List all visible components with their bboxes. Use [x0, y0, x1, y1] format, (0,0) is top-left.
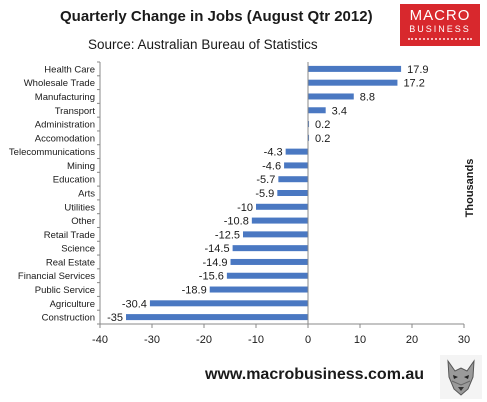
x-tick-label: 0: [305, 334, 311, 346]
bar: [251, 217, 308, 224]
category-label: Science: [61, 244, 95, 255]
data-label: -14.5: [205, 243, 230, 255]
chart-title: Quarterly Change in Jobs (August Qtr 201…: [60, 8, 373, 25]
x-tick-label: -40: [92, 334, 108, 346]
data-label: -30.4: [122, 298, 147, 310]
bar: [284, 162, 308, 169]
data-label: -10: [237, 202, 253, 214]
bar: [308, 65, 402, 72]
data-label: -35: [107, 312, 123, 324]
logo-divider: [408, 38, 472, 44]
axis-layer: Health Care 17.9 Wholesale Trade 17.2 Manufa…: [9, 61, 470, 346]
x-tick-label: -10: [248, 334, 264, 346]
category-label: Public Service: [35, 285, 95, 296]
category-label: Telecommunications: [9, 147, 95, 158]
bar: [256, 203, 308, 210]
category-label: Transport: [55, 106, 96, 117]
x-tick-label: 10: [354, 334, 366, 346]
category-label: Accomodation: [35, 133, 95, 144]
x-tick-label: 30: [458, 334, 470, 346]
axis-unit-label: Thousands: [464, 158, 476, 218]
macrobusiness-logo: MACRO BUSINESS: [400, 4, 480, 46]
category-label: Manufacturing: [35, 92, 95, 103]
data-label: 8.8: [360, 91, 375, 103]
data-label: -10.8: [224, 216, 249, 228]
category-label: Utilities: [64, 202, 95, 213]
category-label: Education: [53, 175, 95, 186]
wolf-icon: [440, 355, 482, 399]
category-label: Real Estate: [46, 257, 95, 268]
bar: [226, 272, 308, 279]
category-label: Administration: [35, 120, 95, 131]
bar: [149, 300, 308, 307]
logo-line-1: MACRO: [409, 7, 471, 24]
bar: [126, 314, 308, 321]
bar: [277, 190, 308, 196]
bar: [285, 148, 308, 155]
data-label: -4.3: [264, 147, 283, 159]
category-label: Other: [71, 216, 95, 227]
category-label: Health Care: [44, 64, 95, 75]
bar: [308, 134, 310, 141]
data-label: -5.9: [255, 188, 274, 200]
data-label: -18.9: [182, 285, 207, 297]
bars-layer: [126, 65, 402, 321]
bar: [278, 176, 308, 183]
bar: [232, 245, 308, 252]
bar: [308, 79, 398, 86]
data-label: -14.9: [202, 257, 227, 269]
bar: [308, 107, 326, 114]
category-label: Arts: [78, 189, 95, 200]
data-label: -4.6: [262, 160, 281, 172]
data-label: 17.9: [407, 64, 428, 76]
bar: [308, 93, 354, 100]
footer-url[interactable]: www.macrobusiness.com.au: [205, 366, 425, 383]
x-tick-label: -30: [144, 334, 160, 346]
category-label: Financial Services: [18, 271, 95, 282]
data-label: -12.5: [215, 229, 240, 241]
category-label: Agriculture: [50, 299, 95, 310]
category-label: Wholesale Trade: [24, 78, 95, 89]
category-label: Retail Trade: [44, 230, 95, 241]
category-label: Construction: [42, 313, 95, 324]
bar: [308, 121, 310, 128]
data-label: 0.2: [315, 133, 330, 145]
data-label: -15.6: [199, 271, 224, 283]
data-label: 0.2: [315, 119, 330, 131]
data-label: -5.7: [256, 174, 275, 186]
x-tick-label: -20: [196, 334, 212, 346]
category-label: Mining: [67, 161, 95, 172]
x-tick-label: 20: [406, 334, 418, 346]
bar: [230, 258, 308, 265]
logo-line-2: BUSINESS: [409, 24, 471, 34]
data-label: 17.2: [403, 78, 424, 90]
bar: [243, 231, 308, 238]
bar: [209, 286, 308, 293]
data-label: 3.4: [332, 105, 347, 117]
chart-subtitle: Source: Australian Bureau of Statistics: [88, 37, 318, 52]
